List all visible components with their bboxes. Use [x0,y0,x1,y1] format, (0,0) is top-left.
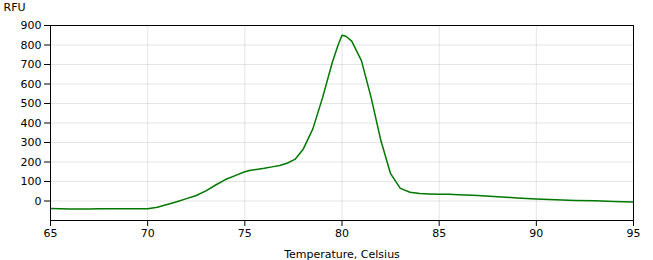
svg-text:200: 200 [21,156,42,169]
svg-text:75: 75 [238,227,252,240]
svg-text:600: 600 [21,78,42,91]
svg-text:95: 95 [627,227,641,240]
svg-text:85: 85 [432,227,446,240]
svg-text:500: 500 [21,97,42,110]
svg-text:700: 700 [21,58,42,71]
svg-text:RFU: RFU [4,1,26,14]
svg-text:90: 90 [529,227,543,240]
svg-text:300: 300 [21,136,42,149]
svg-text:400: 400 [21,117,42,130]
svg-text:0: 0 [35,195,42,208]
svg-text:100: 100 [21,175,42,188]
svg-text:65: 65 [44,227,58,240]
svg-text:900: 900 [21,19,42,32]
svg-text:80: 80 [335,227,349,240]
svg-text:70: 70 [141,227,155,240]
svg-text:800: 800 [21,39,42,52]
svg-text:Temperature, Celsius: Temperature, Celsius [283,248,400,260]
